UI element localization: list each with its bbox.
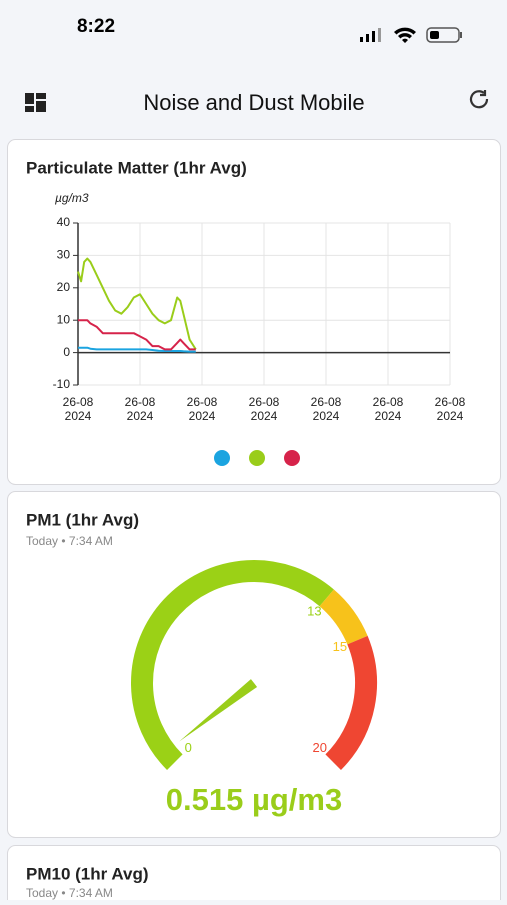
card-title: PM10 (1hr Avg) [26,864,149,883]
y-tick-label: 40 [57,215,71,229]
x-tick-label: 26-08 2024 [249,395,280,423]
gauge-tick-label: 15 [333,639,347,654]
data-line [78,319,196,351]
gauge-band [319,589,368,645]
chart-card [7,139,501,485]
y-tick-label: -10 [53,377,71,391]
y-tick-label: 20 [57,280,71,294]
gauge-band [325,635,377,770]
app-title: Noise and Dust Mobile [143,90,364,115]
card-subtitle: Today • 7:34 AM [26,534,113,548]
gauge-band [131,560,334,770]
gauge-value: 0.515 µg/m3 [166,782,342,817]
x-tick-label: 26-08 2024 [125,395,156,423]
gauge-card [7,491,501,838]
x-tick-label: 26-08 2024 [311,395,342,423]
status-icons [360,27,462,43]
gauge-tick-label: 20 [313,740,327,755]
y-tick-label: 30 [57,248,71,262]
card-subtitle: Today • 7:34 AM [26,886,113,900]
x-tick-label: 26-08 2024 [435,395,466,423]
card-title: PM1 (1hr Avg) [26,510,139,529]
legend-dot [214,450,230,466]
card [7,845,501,905]
legend-dot [284,450,300,466]
dashboard-button[interactable] [25,93,46,112]
y-tick-label: 0 [63,345,70,359]
status-time: 8:22 [77,16,115,37]
legend-dot [249,450,265,466]
y-tick-label: 10 [57,312,71,326]
data-line [77,257,197,350]
x-tick-label: 26-08 2024 [187,395,218,423]
card-title: Particulate Matter (1hr Avg) [26,158,247,177]
gauge-tick-label: 0 [185,740,192,755]
x-tick-label: 26-08 2024 [63,395,94,423]
x-tick-label: 26-08 2024 [373,395,404,423]
gauge-needle [179,679,258,742]
data-line [78,346,196,353]
y-axis-label: µg/m3 [55,191,89,205]
refresh-button[interactable] [469,90,489,109]
gauge-tick-label: 13 [307,604,321,619]
top-bar [0,0,507,138]
